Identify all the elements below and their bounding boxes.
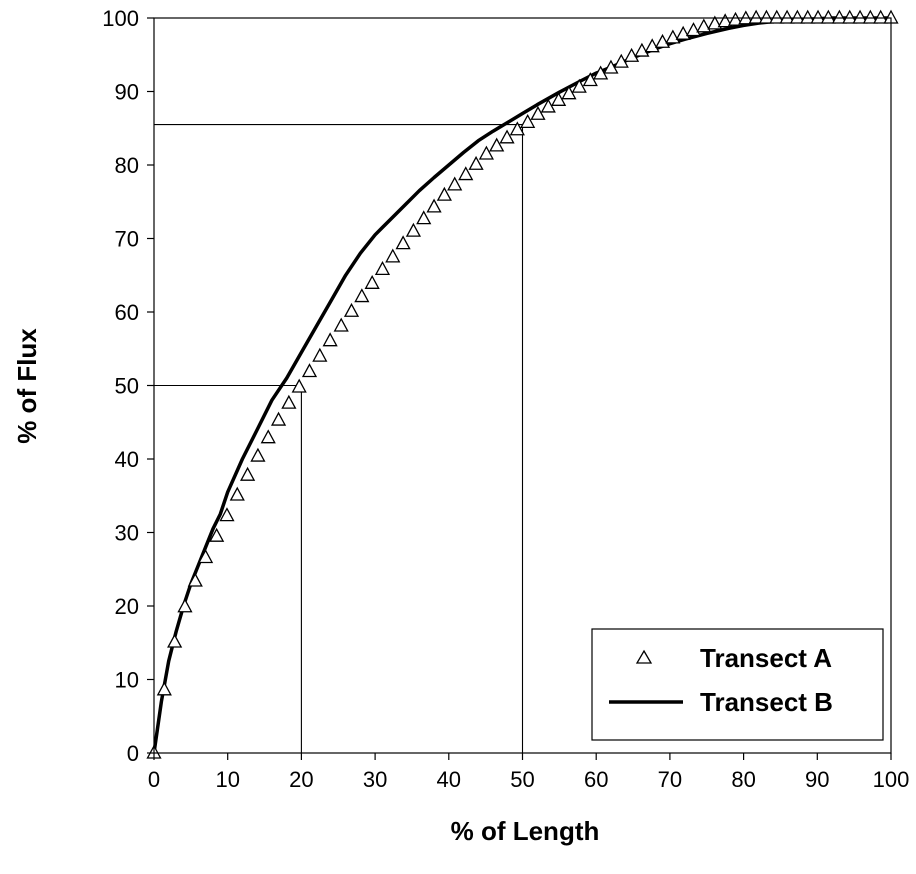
- y-tick-label: 40: [115, 447, 139, 472]
- point-transect-a: [499, 129, 515, 144]
- point-transect-a: [758, 9, 775, 24]
- point-transect-a: [167, 633, 183, 648]
- point-transect-a: [405, 222, 422, 237]
- y-tick-label: 30: [115, 521, 139, 546]
- y-tick-label: 80: [115, 153, 139, 178]
- point-transect-a: [436, 186, 452, 201]
- point-transect-a: [177, 598, 193, 613]
- series-transect-b: [152, 16, 891, 754]
- y-tick-label: 10: [115, 668, 139, 693]
- point-transect-a: [509, 121, 525, 136]
- point-transect-a: [789, 9, 805, 24]
- point-transect-a: [654, 33, 671, 48]
- point-transect-a: [447, 176, 463, 191]
- point-transect-a: [644, 38, 660, 53]
- x-axis-title: % of Length: [451, 816, 600, 846]
- point-transect-a: [530, 105, 546, 120]
- point-transect-a: [219, 507, 235, 522]
- point-transect-a: [260, 429, 276, 444]
- point-transect-a: [478, 145, 494, 160]
- point-transect-a: [800, 9, 816, 24]
- x-tick-label: 100: [873, 767, 910, 792]
- x-tick-label: 0: [148, 767, 160, 792]
- point-transect-a: [322, 332, 338, 347]
- point-transect-a: [873, 9, 889, 24]
- reference-lines: [154, 124, 524, 753]
- point-transect-a: [343, 302, 360, 317]
- point-transect-a: [769, 9, 785, 24]
- point-transect-a: [209, 527, 225, 542]
- point-transect-a: [696, 18, 712, 33]
- legend-label-transect-a: Transect A: [700, 643, 832, 673]
- point-transect-a: [312, 347, 328, 362]
- y-tick-label: 100: [102, 6, 139, 31]
- x-tick-label: 30: [363, 767, 387, 792]
- x-tick-label: 80: [731, 767, 755, 792]
- point-transect-a: [831, 9, 848, 24]
- point-transect-a: [623, 47, 640, 62]
- point-transect-a: [571, 78, 587, 93]
- point-transect-a: [291, 378, 307, 393]
- x-tick-label: 40: [437, 767, 461, 792]
- point-transect-a: [468, 155, 484, 170]
- point-transect-a: [395, 235, 411, 250]
- x-tick-label: 60: [584, 767, 608, 792]
- point-transect-a: [187, 572, 203, 587]
- point-transect-a: [852, 9, 868, 24]
- point-transect-a: [458, 166, 474, 181]
- point-transect-a: [354, 288, 370, 303]
- legend-marker-transect-a: [635, 649, 653, 664]
- y-axis-title: % of Flux: [12, 328, 42, 444]
- point-transect-a: [727, 11, 744, 26]
- y-tick-label: 90: [115, 80, 139, 105]
- point-transect-a: [675, 25, 691, 40]
- point-transect-a: [717, 13, 733, 28]
- y-tick-label: 0: [127, 741, 139, 766]
- point-transect-a: [270, 411, 287, 426]
- point-transect-a: [665, 29, 681, 44]
- point-transect-a: [634, 42, 650, 57]
- series-line-transect-b: [152, 16, 891, 754]
- point-transect-a: [250, 447, 266, 462]
- point-transect-a: [197, 549, 214, 564]
- y-tick-label: 60: [115, 300, 139, 325]
- x-tick-label: 50: [510, 767, 534, 792]
- point-transect-a: [779, 9, 795, 24]
- legend-label-transect-b: Transect B: [700, 687, 833, 717]
- x-tick-label: 10: [215, 767, 239, 792]
- point-transect-a: [333, 317, 349, 332]
- point-transect-a: [229, 486, 245, 501]
- point-transect-a: [416, 210, 432, 225]
- x-tick-label: 20: [289, 767, 313, 792]
- point-transect-a: [748, 9, 764, 24]
- point-transect-a: [385, 248, 401, 263]
- point-transect-a: [842, 9, 858, 24]
- point-transect-a: [364, 274, 380, 289]
- point-transect-a: [520, 114, 536, 129]
- point-transect-a: [489, 137, 505, 152]
- point-transect-a: [810, 9, 826, 24]
- axes: 0 10 20 30 40 50 60 70 80 90 100 0 10 20 30 40 50 60 70 80 9…: [102, 6, 909, 792]
- x-tick-label: 70: [658, 767, 682, 792]
- y-tick-label: 20: [115, 594, 139, 619]
- point-transect-a: [685, 22, 702, 37]
- legend: Transect A Transect B: [591, 628, 884, 741]
- x-tick-label: 90: [805, 767, 829, 792]
- point-transect-a: [240, 466, 256, 481]
- point-transect-a: [820, 9, 836, 24]
- point-transect-a: [707, 15, 723, 30]
- point-transect-a: [374, 261, 391, 276]
- legend-box: [591, 628, 884, 741]
- point-transect-a: [301, 363, 318, 378]
- y-tick-label: 50: [115, 374, 139, 399]
- point-transect-a: [426, 198, 442, 213]
- point-transect-a: [862, 9, 878, 24]
- y-tick-label: 70: [115, 227, 139, 252]
- point-transect-a: [156, 681, 172, 696]
- point-transect-a: [281, 394, 297, 409]
